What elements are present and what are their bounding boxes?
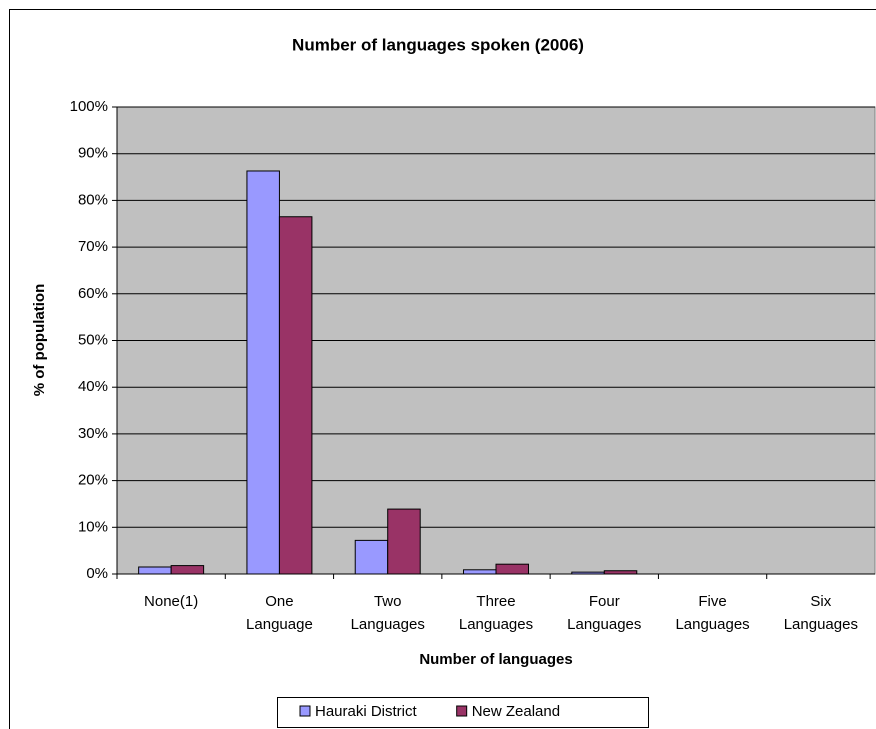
bar: [387, 508, 421, 575]
y-tick-label: 90%: [78, 145, 108, 162]
bar: [138, 566, 172, 575]
x-tick-label: None(1): [144, 593, 198, 610]
bar: [571, 571, 605, 575]
y-tick-label: 100%: [70, 98, 108, 115]
y-tick-label: 50%: [78, 331, 108, 348]
x-tick-label: Two Languages: [351, 593, 425, 633]
x-axis-title: Number of languages: [419, 651, 572, 668]
x-tick-label: Four Languages: [567, 593, 641, 633]
bar: [603, 570, 638, 575]
x-tick-label: One Language: [246, 593, 313, 633]
y-tick-label: 10%: [78, 518, 108, 535]
x-tick-label: Three Languages: [459, 593, 533, 633]
chart-title: Number of languages spoken (2006): [292, 35, 584, 54]
x-tick-label: Five Languages: [675, 593, 749, 633]
y-tick-label: 70%: [78, 238, 108, 255]
y-axis-title: % of population: [31, 284, 48, 396]
y-tick-label: 20%: [78, 472, 108, 489]
bar: [463, 569, 497, 575]
bar: [278, 216, 313, 575]
legend-label: New Zealand: [472, 703, 560, 720]
y-tick-label: 30%: [78, 425, 108, 442]
x-tick-label: Six Languages: [784, 593, 858, 633]
bar: [354, 539, 389, 575]
y-tick-label: 40%: [78, 378, 108, 395]
legend-label: Hauraki District: [315, 703, 418, 720]
bar: [170, 565, 205, 575]
y-tick-label: 0%: [86, 565, 108, 582]
y-tick-label: 80%: [78, 191, 108, 208]
legend-swatch: [456, 705, 468, 717]
y-tick-label: 60%: [78, 285, 108, 302]
legend-swatch: [299, 705, 311, 717]
bar: [495, 563, 529, 575]
bar: [246, 170, 280, 575]
